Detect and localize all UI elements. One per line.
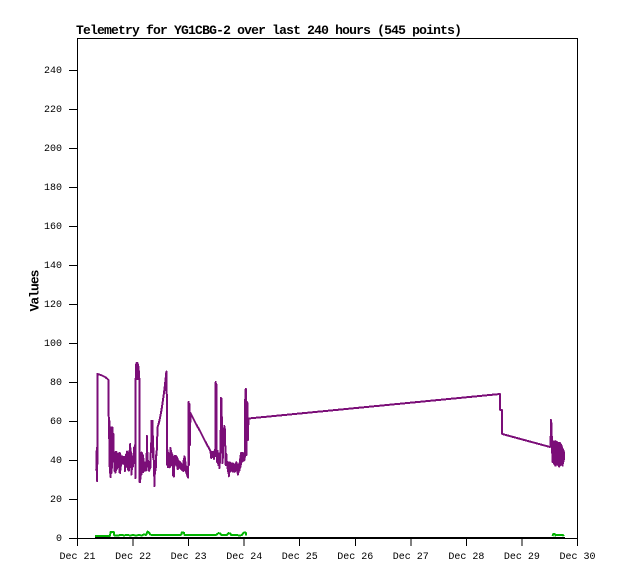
svg-text:120: 120: [44, 300, 62, 311]
svg-text:240: 240: [44, 66, 62, 77]
svg-text:Values: Values: [28, 269, 43, 311]
svg-text:100: 100: [44, 339, 62, 350]
svg-text:Dec 26: Dec 26: [337, 552, 373, 563]
svg-text:Dec 24: Dec 24: [226, 552, 262, 563]
svg-text:40: 40: [50, 456, 62, 467]
svg-text:Dec 22: Dec 22: [115, 552, 151, 563]
svg-text:180: 180: [44, 183, 62, 194]
svg-text:Dec 28: Dec 28: [448, 552, 484, 563]
svg-text:20: 20: [50, 495, 62, 506]
svg-text:Dec 29: Dec 29: [504, 552, 540, 563]
svg-text:220: 220: [44, 105, 62, 116]
svg-text:80: 80: [50, 378, 62, 389]
svg-text:Dec 21: Dec 21: [59, 552, 95, 563]
svg-text:Telemetry for YG1CBG-2 over la: Telemetry for YG1CBG-2 over last 240 hou…: [76, 23, 462, 38]
svg-text:0: 0: [56, 534, 62, 545]
svg-text:Dec 27: Dec 27: [393, 552, 429, 563]
svg-text:200: 200: [44, 144, 62, 155]
svg-text:160: 160: [44, 222, 62, 233]
svg-text:Dec 23: Dec 23: [171, 552, 207, 563]
svg-text:Dec 30: Dec 30: [559, 552, 595, 563]
svg-text:140: 140: [44, 261, 62, 272]
svg-text:Dec 25: Dec 25: [282, 552, 318, 563]
svg-text:60: 60: [50, 417, 62, 428]
